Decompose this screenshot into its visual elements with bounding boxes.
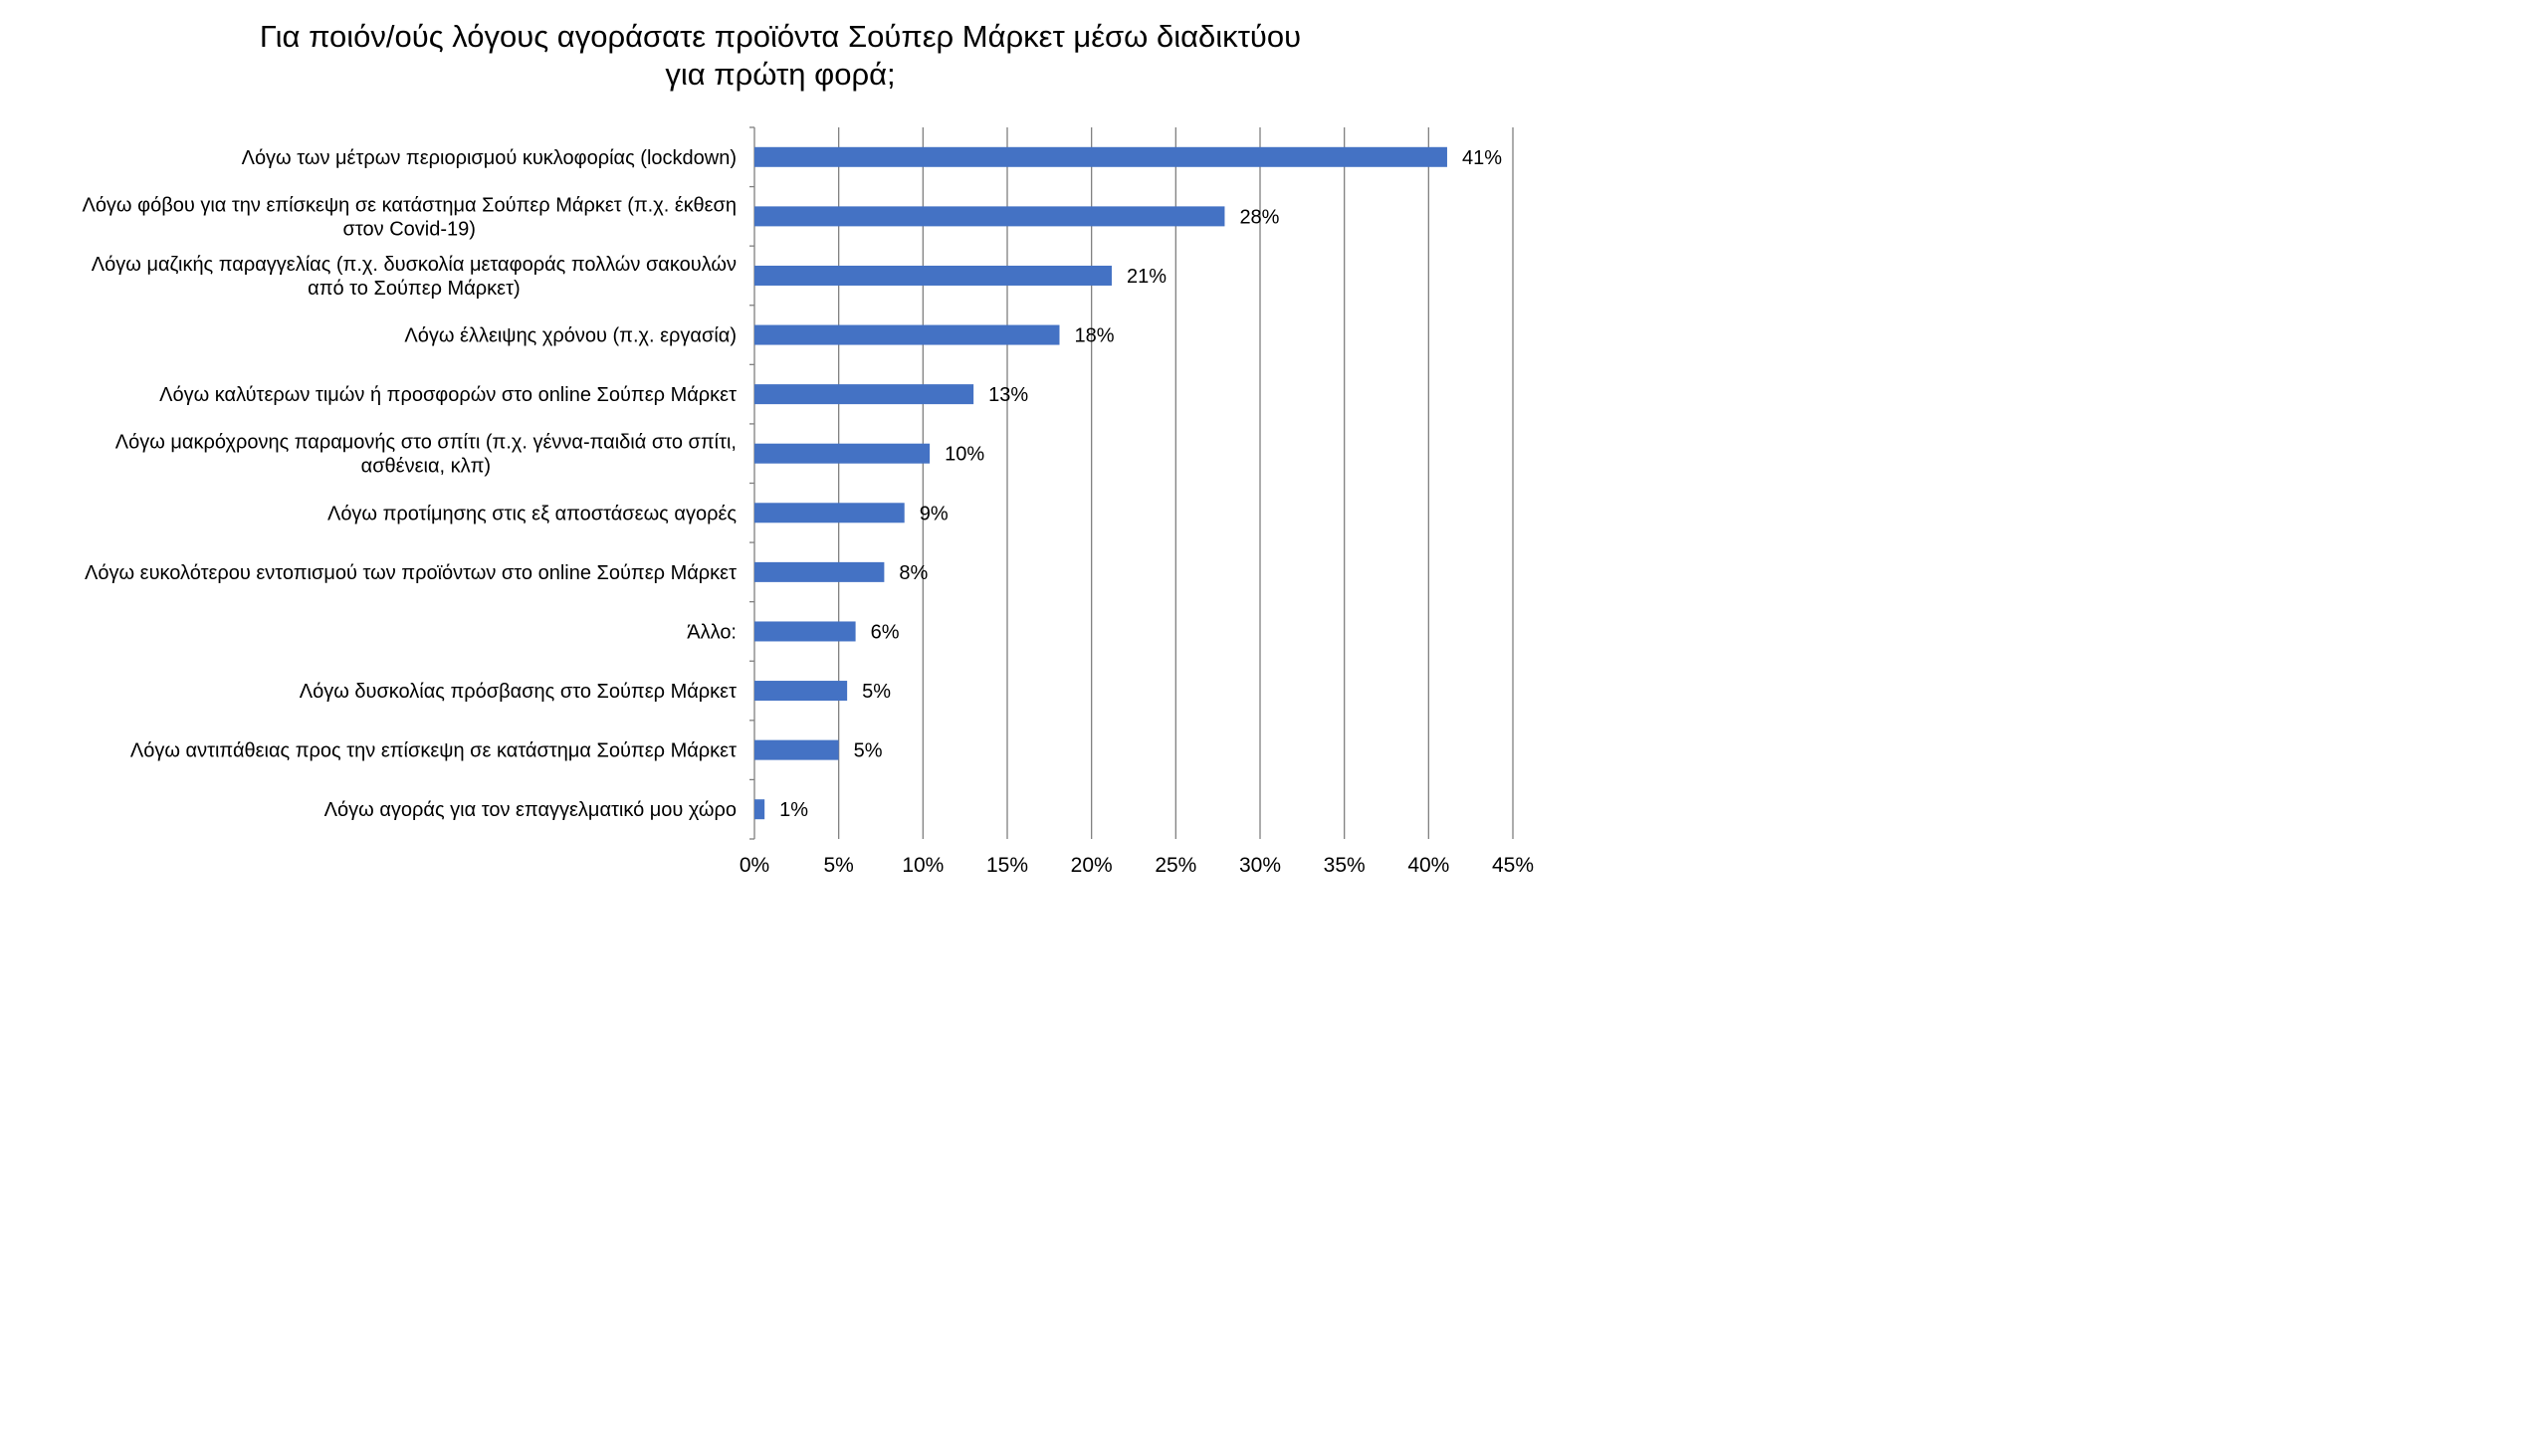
data-label: 10%: [945, 444, 984, 466]
x-tick-label: 15%: [986, 854, 1028, 877]
x-tick-label: 30%: [1239, 854, 1281, 877]
data-label: 5%: [854, 740, 883, 762]
chart-title-line-2: για πρώτη φορά;: [665, 57, 896, 92]
x-tick-label: 45%: [1492, 854, 1534, 877]
category-label: Λόγω προτίμησης στις εξ αποστάσεως αγορέ…: [327, 503, 737, 524]
x-tick-label: 35%: [1324, 854, 1366, 877]
x-tick-label: 10%: [902, 854, 944, 877]
data-label: 1%: [779, 799, 808, 821]
bar: [754, 443, 931, 464]
data-label: 28%: [1239, 206, 1279, 228]
bar: [754, 265, 1112, 286]
data-label: 8%: [899, 562, 928, 584]
category-label: Λόγω καλύτερων τιμών ή προσφορών στο onl…: [159, 384, 737, 406]
x-tick-label: 0%: [740, 854, 769, 877]
bar: [754, 621, 856, 642]
bar: [754, 324, 1060, 345]
category-label: από το Σούπερ Μάρκετ): [308, 278, 521, 300]
category-label: Λόγω μακρόχρονης παραμονής στο σπίτι (π.…: [115, 432, 737, 454]
category-label: Λόγω δυσκολίας πρόσβασης στο Σούπερ Μάρκ…: [300, 681, 737, 703]
x-tick-label: 40%: [1407, 854, 1449, 877]
bar: [754, 799, 765, 820]
x-tick-label: 5%: [823, 854, 853, 877]
category-label: Λόγω αγοράς για τον επαγγελματικό μου χώ…: [324, 799, 737, 821]
bar: [754, 384, 974, 405]
chart-title-line-1: Για ποιόν/ούς λόγους αγοράσατε προϊόντα …: [259, 19, 1302, 54]
data-label: 9%: [920, 503, 949, 524]
chart-title: Για ποιόν/ούς λόγους αγοράσατε προϊόντα …: [0, 18, 1561, 94]
category-label: Λόγω έλλειψης χρόνου (π.χ. εργασία): [404, 325, 737, 347]
data-label: 5%: [862, 681, 891, 703]
bar: [754, 146, 1447, 167]
category-label: Άλλο:: [687, 621, 737, 643]
bar: [754, 561, 885, 582]
category-label: Λόγω αντιπάθειας προς την επίσκεψη σε κα…: [130, 740, 737, 762]
data-label: 41%: [1462, 147, 1502, 169]
data-label: 13%: [988, 384, 1028, 406]
x-tick-label: 20%: [1071, 854, 1113, 877]
x-tick-label: 25%: [1155, 854, 1196, 877]
category-label: ασθένεια, κλπ): [361, 456, 491, 478]
bar: [754, 681, 848, 702]
bar: [754, 206, 1225, 227]
bar: [754, 739, 839, 760]
data-label: 21%: [1127, 266, 1167, 288]
bar-chart: 0% 5% 10% 15% 20% 25% 30% 35% 40% 45% 41% Λόγω των …: [82, 126, 1534, 877]
category-label: Λόγω ευκολότερου εντοπισμού των προϊόντω…: [85, 562, 737, 584]
bar: [754, 503, 905, 523]
data-label: 18%: [1074, 325, 1114, 347]
category-label: Λόγω φόβου για την επίσκεψη σε κατάστημα…: [82, 194, 737, 216]
category-label: Λόγω μαζικής παραγγελίας (π.χ. δυσκολία …: [92, 254, 737, 276]
category-label: στον Covid-19): [343, 218, 476, 240]
category-label: Λόγω των μέτρων περιορισμού κυκλοφορίας …: [242, 147, 737, 169]
data-label: 6%: [871, 621, 900, 643]
